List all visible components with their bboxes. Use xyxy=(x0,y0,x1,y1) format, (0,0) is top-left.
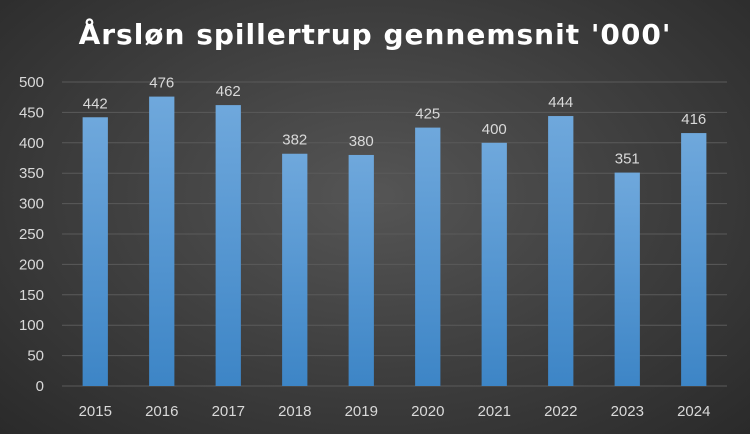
data-label-2019: 380 xyxy=(349,133,374,150)
bar-2019 xyxy=(348,154,374,386)
y-axis-ticks: 0 50 100 150 200 250 300 350 400 450 500 xyxy=(19,74,44,395)
bar-2016 xyxy=(149,96,175,386)
x-tick-label-2024: 2024 xyxy=(677,403,710,420)
data-label-2015: 442 xyxy=(83,95,108,112)
x-tick-label-2018: 2018 xyxy=(278,403,311,420)
x-axis-ticks: 2015 2016 2017 2018 2019 2020 2021 2022 2023 2024 xyxy=(79,403,711,420)
x-tick-label-2022: 2022 xyxy=(544,403,577,420)
y-tick-label: 350 xyxy=(19,165,44,182)
bar-2024 xyxy=(681,133,707,386)
y-tick-label: 200 xyxy=(19,256,44,273)
y-tick-label: 400 xyxy=(19,135,44,152)
x-tick-label-2020: 2020 xyxy=(411,403,444,420)
data-labels: 442 476 462 382 380 425 400 444 351 416 xyxy=(83,75,707,168)
x-tick-label-2017: 2017 xyxy=(212,403,245,420)
bar-2015 xyxy=(82,117,108,386)
data-label-2018: 382 xyxy=(282,132,307,149)
y-tick-label: 150 xyxy=(19,287,44,304)
x-tick-label-2015: 2015 xyxy=(79,403,112,420)
data-label-2020: 425 xyxy=(415,106,440,123)
data-label-2023: 351 xyxy=(615,151,640,168)
data-label-2016: 476 xyxy=(149,75,174,92)
y-tick-label: 500 xyxy=(19,74,44,91)
y-tick-label: 50 xyxy=(27,348,44,365)
bar-2021 xyxy=(481,142,507,386)
x-tick-label-2023: 2023 xyxy=(611,403,644,420)
x-tick-label-2021: 2021 xyxy=(478,403,511,420)
x-tick-label-2016: 2016 xyxy=(145,403,178,420)
bar-2020 xyxy=(415,127,441,386)
bar-2018 xyxy=(282,153,308,386)
bars xyxy=(82,96,707,386)
y-tick-label: 250 xyxy=(19,226,44,243)
data-label-2017: 462 xyxy=(216,83,241,100)
y-tick-label: 300 xyxy=(19,196,44,213)
data-label-2022: 444 xyxy=(548,94,573,111)
bar-2023 xyxy=(614,172,640,386)
bar-2017 xyxy=(215,105,241,386)
y-tick-label: 100 xyxy=(19,317,44,334)
x-tick-label-2019: 2019 xyxy=(345,403,378,420)
bar-2022 xyxy=(548,116,574,386)
y-tick-label: 0 xyxy=(36,378,44,395)
chart-title: Årsløn spillertrup gennemsnit '000' xyxy=(78,18,672,51)
data-label-2021: 400 xyxy=(482,121,507,138)
data-label-2024: 416 xyxy=(681,111,706,128)
y-tick-label: 450 xyxy=(19,104,44,121)
